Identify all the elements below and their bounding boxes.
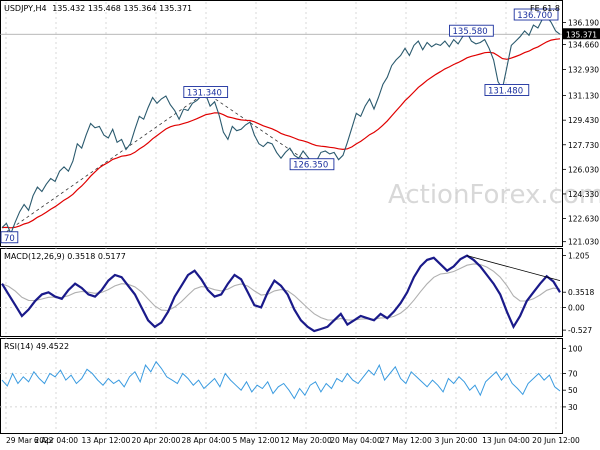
price-annotations: 131.340 126.350 135.580 131.480 136.700 70 xyxy=(0,8,559,244)
grid-lines xyxy=(5,2,557,432)
y-tick-label: 124.330 xyxy=(568,190,599,199)
x-tick-label: 6 Apr 04:00 xyxy=(34,436,78,445)
rsi-series xyxy=(0,360,562,408)
x-tick-label: 13 Apr 12:00 xyxy=(82,436,131,445)
trend-line xyxy=(205,92,313,166)
symbol-label: USDJPY,H4 xyxy=(4,4,47,13)
rsi-y-tick-label: 30 xyxy=(568,403,578,412)
x-tick-label: 29 Mar 2022 xyxy=(6,436,54,445)
watermark: ActionForex.com xyxy=(388,180,600,210)
price-annotation-box xyxy=(484,84,530,96)
moving-average-line xyxy=(1,38,561,229)
x-tick-label: 20 May 04:00 xyxy=(330,436,382,445)
y-tick-label: 134.660 xyxy=(568,41,599,50)
price-annotation: 70 xyxy=(4,234,15,244)
rsi-y-tick-label: 50 xyxy=(568,386,578,395)
last-price-tag xyxy=(563,28,600,40)
x-tick-label: 3 Jun 20:00 xyxy=(435,436,478,445)
price-annotation: 131.340 xyxy=(187,89,222,99)
macd-y-tick-label: 0.3518 xyxy=(568,288,594,297)
x-tick-label: 20 Apr 20:00 xyxy=(132,436,181,445)
y-tick-label: 122.630 xyxy=(568,215,599,224)
price-annotation: 136.700 xyxy=(517,11,552,21)
price-annotation-box xyxy=(513,8,559,21)
trend-line xyxy=(1,92,206,236)
ohlc-label: 135.432 135.468 135.364 135.371 xyxy=(52,4,192,13)
y-axis-ticks: 136.190 134.660 132.930 131.130 129.430 127.7… xyxy=(562,18,600,412)
rsi-y-tick-label: 100 xyxy=(568,344,583,353)
rsi-y-tick-label: 70 xyxy=(568,369,578,378)
macd-signal-line xyxy=(1,263,561,321)
macd-series xyxy=(0,254,562,333)
macd-divergence-line xyxy=(466,255,561,282)
x-tick-label: 13 Jun 04:00 xyxy=(482,436,530,445)
y-tick-label: 127.730 xyxy=(568,141,599,150)
rsi-panel xyxy=(0,338,563,434)
x-tick-label: 5 May 12:00 xyxy=(233,436,280,445)
rsi-title: RSI(14) 49.4522 xyxy=(4,342,69,351)
price-annotation-box xyxy=(449,24,494,37)
x-tick-label: 28 Apr 04:00 xyxy=(182,436,231,445)
price-annotation-box xyxy=(0,231,19,244)
macd-panel xyxy=(0,248,563,337)
macd-title: MACD(12,26,9) 0.3518 0.5177 xyxy=(4,252,126,261)
chart-title: USDJPY,H4 135.432 135.468 135.364 135.37… xyxy=(4,4,192,13)
macd-line xyxy=(1,254,561,333)
macd-y-tick-label: 1.205 xyxy=(568,251,590,260)
x-tick-label: 20 Jun 12:00 xyxy=(532,436,580,445)
y-tick-label: 131.130 xyxy=(568,92,599,101)
price-annotation-box xyxy=(289,158,335,171)
macd-y-tick-label: -0.527 xyxy=(568,326,592,335)
rsi-line xyxy=(1,360,561,400)
y-tick-label: 129.430 xyxy=(568,116,599,125)
macd-y-tick-label: 0.00 xyxy=(568,303,585,312)
price-panel xyxy=(0,0,563,247)
price-annotation: 126.350 xyxy=(293,161,328,171)
y-tick-label: 136.190 xyxy=(568,18,599,27)
last-price-label: 135.371 xyxy=(566,30,597,39)
x-tick-label: 12 May 20:00 xyxy=(280,436,332,445)
y-tick-label: 121.030 xyxy=(568,238,599,247)
price-annotation: 131.480 xyxy=(488,87,523,97)
price-annotation: 135.580 xyxy=(453,27,488,37)
x-tick-label: 27 May 12:00 xyxy=(380,436,432,445)
y-tick-label: 132.930 xyxy=(568,66,599,75)
price-annotation-box xyxy=(183,86,229,98)
fe-label: FE 61.8 xyxy=(530,4,560,13)
y-tick-label: 126.030 xyxy=(568,165,599,174)
